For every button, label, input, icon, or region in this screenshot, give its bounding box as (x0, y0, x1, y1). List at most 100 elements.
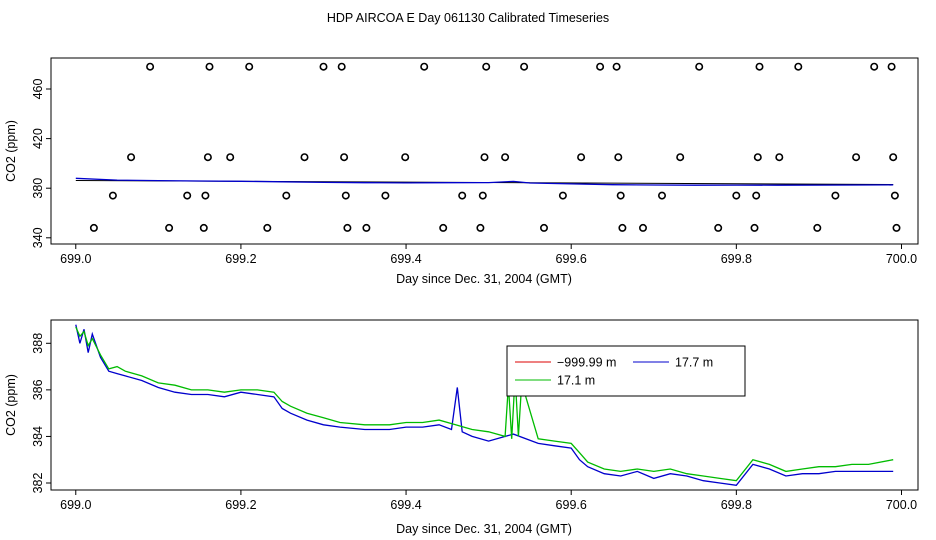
data-point (205, 62, 214, 71)
data-point (146, 62, 155, 71)
data-point (870, 62, 879, 71)
top-x-tick-label: 700.0 (886, 252, 917, 266)
data-point (381, 191, 390, 200)
bottom-series-line-2 (75, 326, 894, 482)
data-point (612, 62, 621, 71)
data-point (732, 191, 741, 200)
bottom-x-tick-label: 700.0 (886, 498, 917, 512)
data-point (714, 223, 723, 232)
top-y-axis-label: CO2 (ppm) (4, 120, 18, 182)
data-point (439, 223, 448, 232)
legend-box (506, 345, 746, 397)
top-y-tick-label: 460 (31, 79, 45, 100)
top-y-tick-label: 420 (31, 128, 45, 149)
data-point (752, 191, 761, 200)
data-point (539, 223, 548, 232)
data-point (89, 223, 98, 232)
data-point (482, 62, 491, 71)
bottom-plot-frame (50, 319, 919, 491)
legend-label-1: −999.99 m (557, 356, 616, 370)
data-point (750, 223, 759, 232)
data-point (852, 153, 861, 162)
data-point (263, 223, 272, 232)
data-point (614, 153, 623, 162)
data-point (889, 153, 898, 162)
data-point (340, 153, 349, 162)
data-point (245, 62, 254, 71)
bottom-panel: 699.0 699.2 699.4 699.6 699.8 700.0 382 384 386… (4, 319, 919, 536)
bottom-plot-marks (75, 324, 894, 486)
data-point (480, 153, 489, 162)
data-point (753, 153, 762, 162)
data-point (476, 223, 485, 232)
data-point (226, 153, 235, 162)
data-point (616, 191, 625, 200)
top-x-tick-label: 699.4 (390, 252, 421, 266)
top-x-axis-label: Day since Dec. 31, 2004 (GMT) (396, 272, 572, 286)
data-point (887, 62, 896, 71)
data-point (203, 153, 212, 162)
data-point (458, 191, 467, 200)
data-point (420, 62, 429, 71)
data-point (300, 153, 309, 162)
data-point (199, 223, 208, 232)
bottom-y-tick-label: 386 (31, 379, 45, 400)
bottom-x-axis: 699.0 699.2 699.4 699.6 699.8 700.0 (60, 490, 917, 512)
data-point (695, 62, 704, 71)
bottom-x-tick-label: 699.2 (225, 498, 256, 512)
data-point (343, 223, 352, 232)
bottom-x-tick-label: 699.0 (60, 498, 91, 512)
bottom-x-tick-label: 699.8 (721, 498, 752, 512)
data-point (108, 191, 117, 200)
data-point (520, 62, 529, 71)
data-point (618, 223, 627, 232)
data-point (478, 191, 487, 200)
top-x-axis: 699.0 699.2 699.4 699.6 699.8 700.0 (60, 244, 917, 266)
data-point (282, 191, 291, 200)
data-point (362, 223, 371, 232)
bottom-series-line-1 (75, 324, 894, 486)
data-point (813, 223, 822, 232)
data-point (892, 223, 901, 232)
top-x-tick-label: 699.0 (60, 252, 91, 266)
data-point (831, 191, 840, 200)
legend: −999.99 m 17.7 m 17.1 m (506, 345, 746, 397)
data-point (775, 153, 784, 162)
bottom-y-axis-label: CO2 (ppm) (4, 374, 18, 436)
top-plot-frame (50, 57, 919, 245)
bottom-y-axis: 382 384 386 388 (31, 333, 51, 494)
bottom-x-tick-label: 699.4 (390, 498, 421, 512)
data-point (676, 153, 685, 162)
figure-title: HDP AIRCOA E Day 061130 Calibrated Times… (327, 11, 609, 25)
data-point (890, 191, 899, 200)
bottom-y-tick-label: 382 (31, 473, 45, 494)
bottom-x-tick-label: 699.6 (556, 498, 587, 512)
bottom-y-tick-label: 388 (31, 333, 45, 354)
top-y-axis: 340 380 420 460 (31, 79, 51, 248)
top-y-tick-label: 380 (31, 178, 45, 199)
data-point (638, 223, 647, 232)
top-x-tick-label: 699.6 (556, 252, 587, 266)
data-point (577, 153, 586, 162)
data-point (596, 62, 605, 71)
data-point (794, 62, 803, 71)
top-plot-marks (75, 62, 901, 232)
data-point (337, 62, 346, 71)
data-point (401, 153, 410, 162)
data-point (558, 191, 567, 200)
data-point (755, 62, 764, 71)
data-point (165, 223, 174, 232)
legend-label-2: 17.7 m (675, 356, 713, 370)
top-series-line-2 (75, 177, 894, 186)
data-point (501, 153, 510, 162)
data-point (319, 62, 328, 71)
top-x-tick-label: 699.2 (225, 252, 256, 266)
data-point (341, 191, 350, 200)
top-y-tick-label: 340 (31, 227, 45, 248)
legend-label-3: 17.1 m (557, 374, 595, 388)
top-panel: 699.0 699.2 699.4 699.6 699.8 700.0 340 380 420… (4, 57, 919, 286)
top-x-tick-label: 699.8 (721, 252, 752, 266)
data-point (201, 191, 210, 200)
data-point (183, 191, 192, 200)
data-point (657, 191, 666, 200)
